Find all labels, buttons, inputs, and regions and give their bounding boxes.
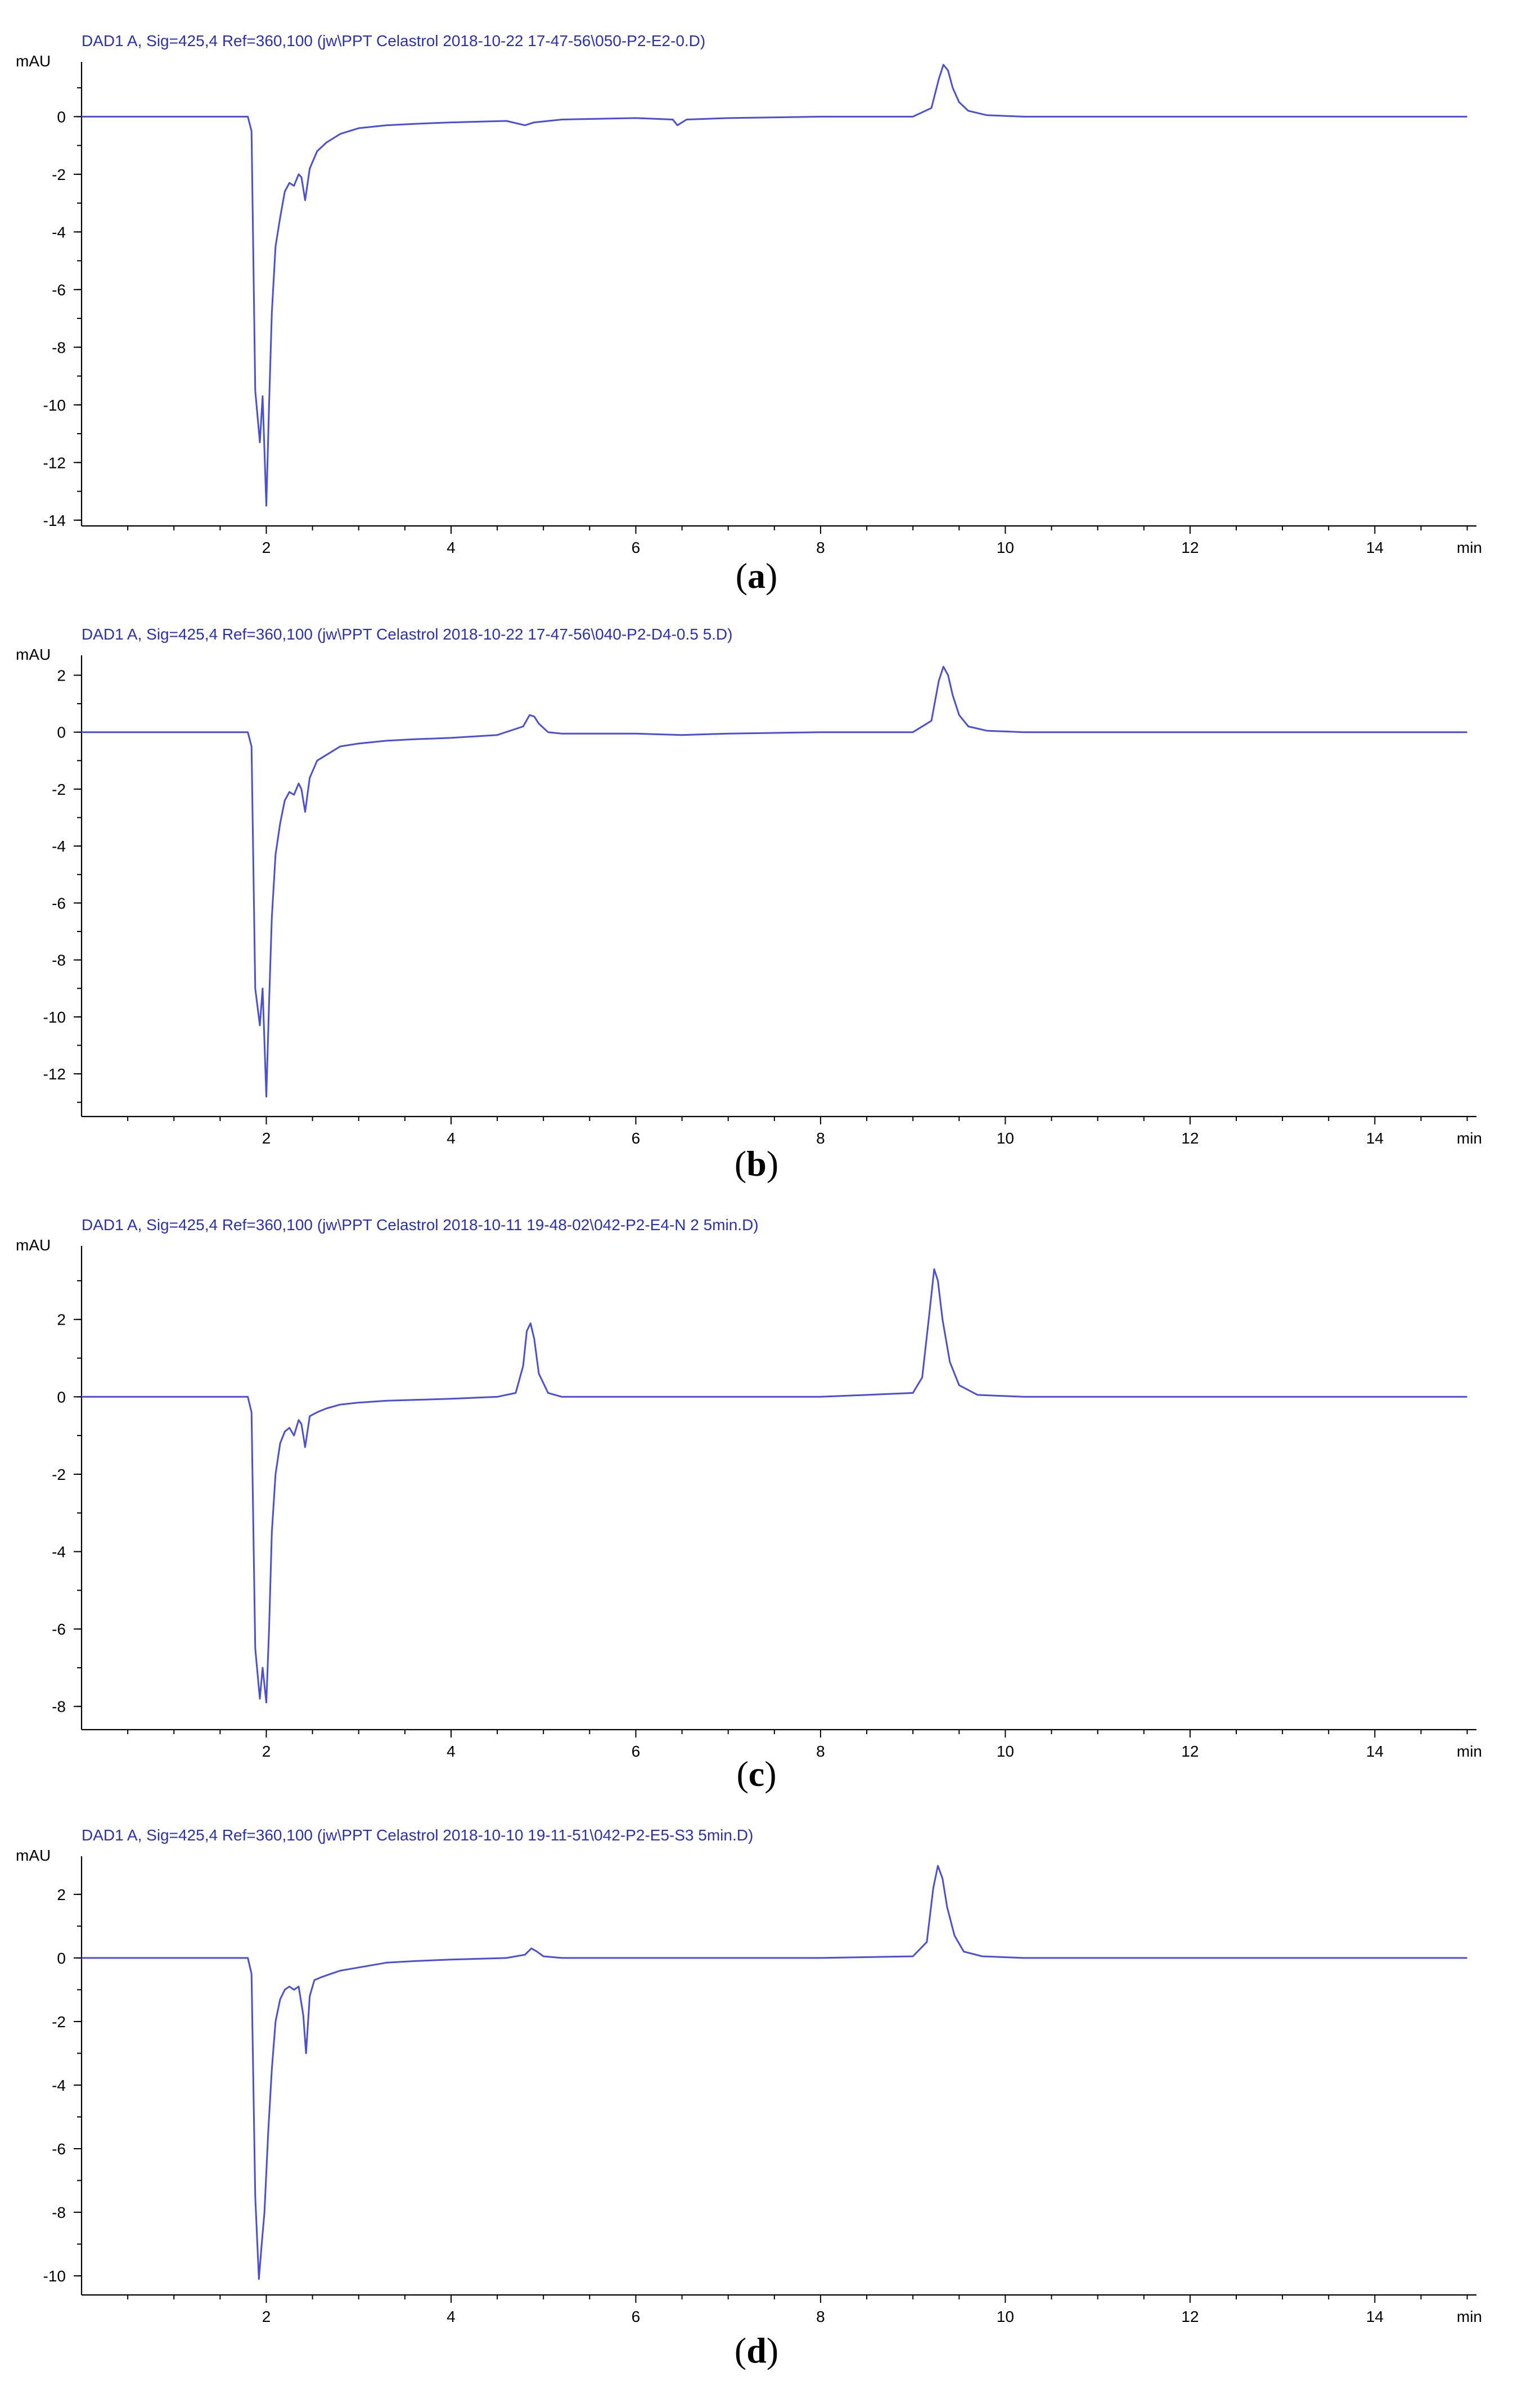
x-tick-label: 10 bbox=[997, 1743, 1014, 1760]
y-axis-label: mAU bbox=[16, 1847, 51, 1864]
x-tick-label: 4 bbox=[447, 1129, 456, 1147]
y-tick-label: -14 bbox=[43, 512, 66, 529]
x-tick-label: 6 bbox=[632, 2308, 641, 2325]
y-tick-label: 0 bbox=[57, 108, 66, 125]
panel-letter-c: (c) bbox=[736, 1754, 776, 1794]
y-tick-label: 0 bbox=[57, 724, 66, 741]
x-tick-label: 12 bbox=[1181, 1743, 1199, 1760]
y-tick-label: -8 bbox=[52, 2204, 66, 2221]
y-tick-label: -4 bbox=[52, 1543, 66, 1561]
chart-panel-a: DAD1 A, Sig=425,4 Ref=360,100 (jw\PPT Ce… bbox=[16, 32, 1482, 596]
x-tick-label: 2 bbox=[262, 2308, 271, 2325]
y-axis-label: mAU bbox=[16, 646, 51, 663]
x-tick-label: 8 bbox=[816, 2308, 825, 2325]
y-tick-label: -2 bbox=[52, 1466, 66, 1483]
panel-letter-b: (b) bbox=[735, 1144, 778, 1183]
x-axis-label: min bbox=[1457, 1129, 1482, 1147]
chromatogram-trace-c bbox=[82, 1268, 1467, 1704]
x-tick-label: 4 bbox=[447, 539, 456, 556]
y-tick-label: -6 bbox=[52, 281, 66, 299]
x-tick-label: 10 bbox=[997, 1129, 1014, 1147]
panel-title-b: DAD1 A, Sig=425,4 Ref=360,100 (jw\PPT Ce… bbox=[82, 625, 732, 643]
x-tick-label: 4 bbox=[447, 2308, 456, 2325]
x-tick-label: 12 bbox=[1181, 539, 1199, 556]
panel-title-c: DAD1 A, Sig=425,4 Ref=360,100 (jw\PPT Ce… bbox=[82, 1216, 759, 1234]
chart-panel-b: DAD1 A, Sig=425,4 Ref=360,100 (jw\PPT Ce… bbox=[16, 625, 1482, 1183]
x-tick-label: 10 bbox=[997, 539, 1014, 556]
y-axis-label: mAU bbox=[16, 52, 51, 70]
y-tick-label: -10 bbox=[43, 2267, 66, 2285]
x-axis-label: min bbox=[1457, 539, 1482, 556]
x-tick-label: 14 bbox=[1366, 539, 1384, 556]
y-tick-label: 2 bbox=[57, 667, 66, 684]
y-tick-label: -6 bbox=[52, 1621, 66, 1638]
y-tick-label: -10 bbox=[43, 1009, 66, 1026]
y-tick-label: -6 bbox=[52, 894, 66, 912]
y-tick-label: 0 bbox=[57, 1388, 66, 1406]
y-tick-label: -12 bbox=[43, 454, 66, 471]
y-tick-label: 2 bbox=[57, 1886, 66, 1903]
x-tick-label: 2 bbox=[262, 539, 271, 556]
y-tick-label: -12 bbox=[43, 1065, 66, 1083]
x-tick-label: 4 bbox=[447, 1743, 456, 1760]
y-tick-label: -4 bbox=[52, 223, 66, 241]
x-tick-label: 8 bbox=[816, 539, 825, 556]
x-tick-label: 12 bbox=[1181, 1129, 1199, 1147]
panel-title-d: DAD1 A, Sig=425,4 Ref=360,100 (jw\PPT Ce… bbox=[82, 1826, 753, 1844]
x-tick-label: 2 bbox=[262, 1743, 271, 1760]
y-tick-label: -4 bbox=[52, 2077, 66, 2094]
y-tick-label: -6 bbox=[52, 2140, 66, 2158]
y-tick-label: -8 bbox=[52, 339, 66, 356]
y-tick-label: -2 bbox=[52, 166, 66, 183]
panel-letter-d: (d) bbox=[735, 2330, 778, 2370]
x-tick-label: 14 bbox=[1366, 1743, 1384, 1760]
chromatogram-trace-d bbox=[82, 1865, 1467, 2280]
x-tick-label: 14 bbox=[1366, 1129, 1384, 1147]
x-tick-label: 8 bbox=[816, 1129, 825, 1147]
y-tick-label: -10 bbox=[43, 397, 66, 414]
x-axis-label: min bbox=[1457, 1743, 1482, 1760]
y-tick-label: -8 bbox=[52, 952, 66, 969]
y-tick-label: -2 bbox=[52, 2013, 66, 2031]
x-tick-label: 2 bbox=[262, 1129, 271, 1147]
x-tick-label: 8 bbox=[816, 1743, 825, 1760]
chromatogram-trace-a bbox=[82, 64, 1467, 507]
x-tick-label: 12 bbox=[1181, 2308, 1199, 2325]
y-tick-label: 0 bbox=[57, 1950, 66, 1967]
y-tick-label: -4 bbox=[52, 838, 66, 855]
x-tick-label: 6 bbox=[632, 1743, 641, 1760]
y-tick-label: 2 bbox=[57, 1311, 66, 1329]
chart-panel-c: DAD1 A, Sig=425,4 Ref=360,100 (jw\PPT Ce… bbox=[16, 1216, 1482, 1794]
x-tick-label: 10 bbox=[997, 2308, 1014, 2325]
chromatogram-trace-b bbox=[82, 665, 1467, 1098]
x-tick-label: 6 bbox=[632, 1129, 641, 1147]
chart-panel-d: DAD1 A, Sig=425,4 Ref=360,100 (jw\PPT Ce… bbox=[16, 1826, 1482, 2370]
panel-letter-a: (a) bbox=[736, 556, 778, 596]
x-tick-label: 6 bbox=[632, 539, 641, 556]
panel-title-a: DAD1 A, Sig=425,4 Ref=360,100 (jw\PPT Ce… bbox=[82, 32, 705, 49]
y-tick-label: -2 bbox=[52, 781, 66, 798]
y-axis-label: mAU bbox=[16, 1236, 51, 1254]
x-tick-label: 14 bbox=[1366, 2308, 1384, 2325]
x-axis-label: min bbox=[1457, 2308, 1482, 2325]
y-tick-label: -8 bbox=[52, 1698, 66, 1716]
